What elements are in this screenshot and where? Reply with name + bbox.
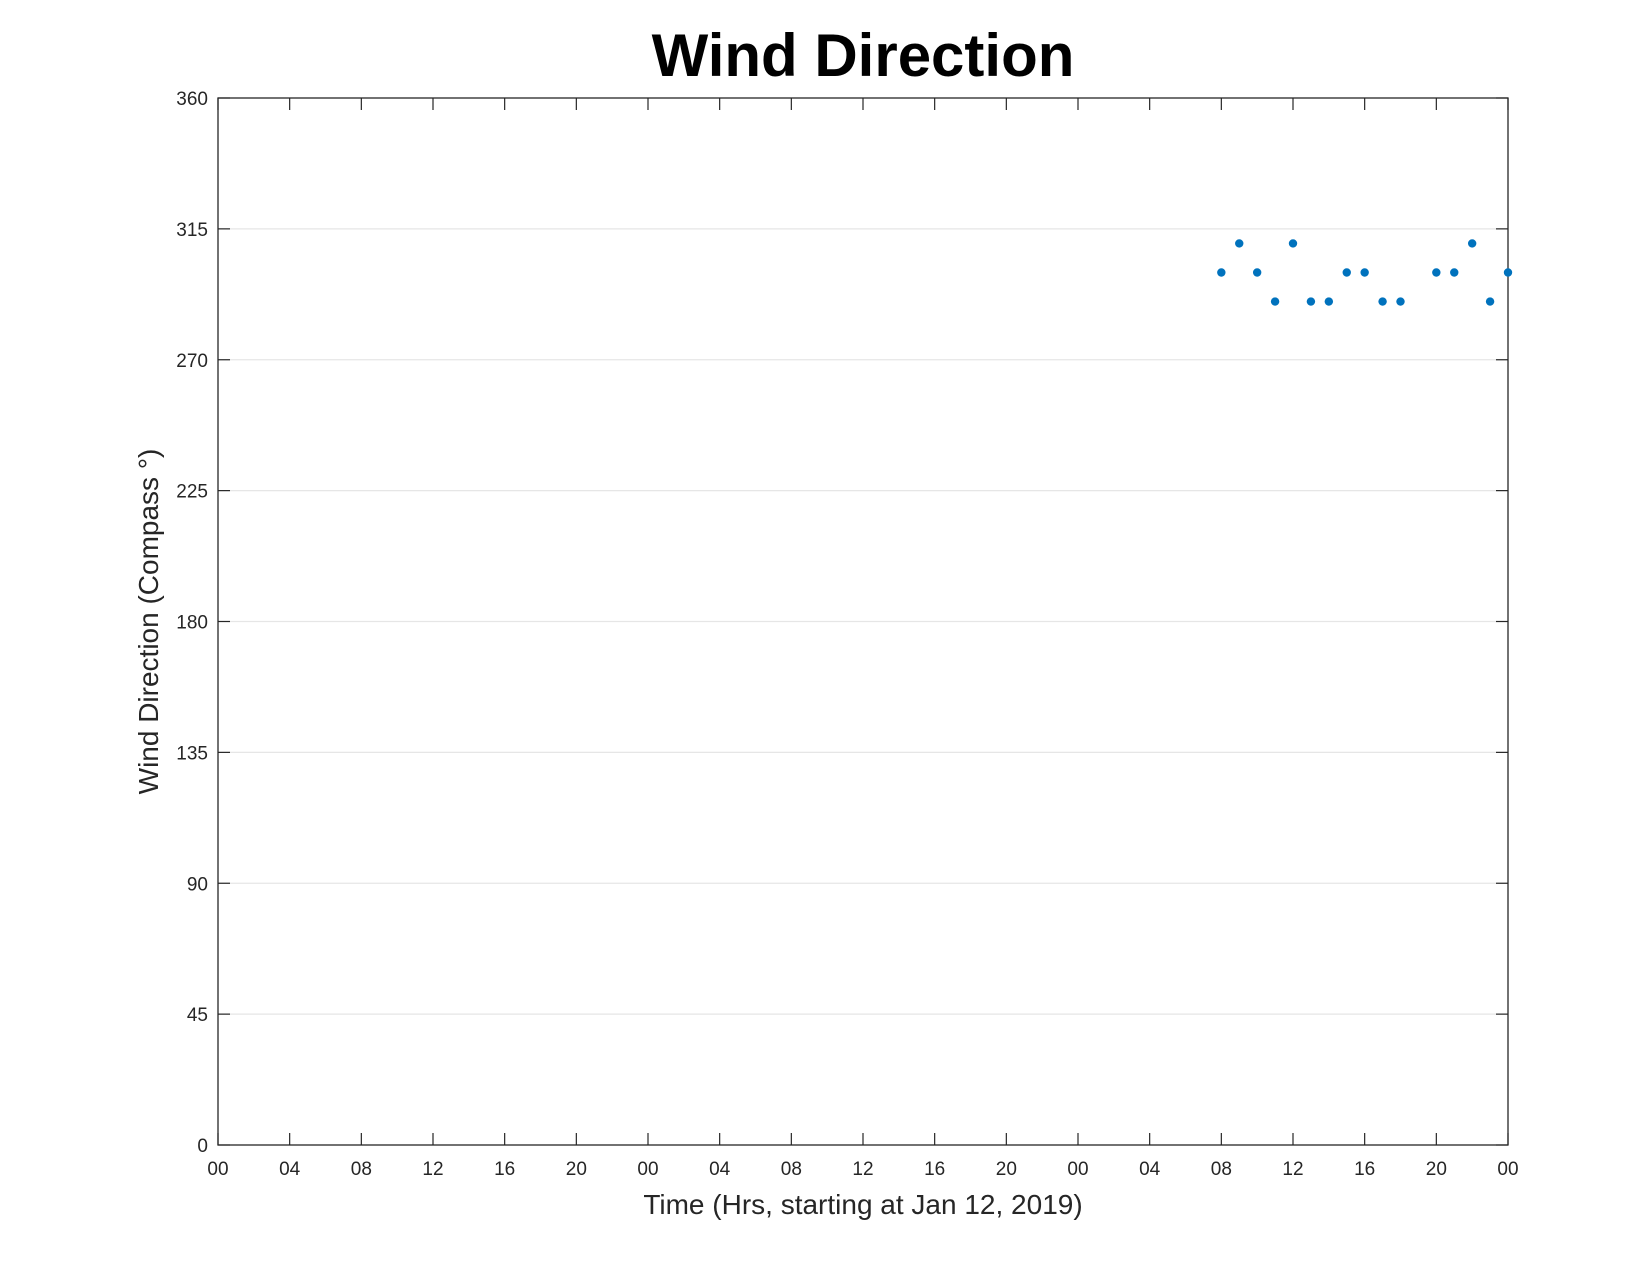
x-tick-label: 08 [781,1159,802,1180]
x-tick-label: 12 [1282,1159,1303,1180]
x-tick-label: 00 [207,1159,228,1180]
x-tick-label: 16 [924,1159,945,1180]
data-point [1503,268,1513,277]
data-point [1360,268,1369,277]
y-tick-label: 180 [176,613,208,634]
x-tick-label: 04 [279,1159,301,1180]
x-tick-label: 08 [351,1159,372,1180]
x-tick-label: 12 [852,1159,873,1180]
x-tick-label: 20 [566,1159,587,1180]
data-point [1467,239,1477,248]
data-point [1450,268,1459,277]
data-point [1270,297,1280,306]
axes [217,97,1509,1146]
plot-box [217,97,1509,1146]
data-point [1485,297,1495,306]
y-tick-label: 45 [187,1005,208,1026]
data-point [1396,297,1405,306]
y-tick-label: 0 [197,1136,208,1157]
data-point [1324,297,1334,306]
data-point [1235,239,1244,248]
y-tick-label: 90 [187,874,208,895]
y-tick-label: 360 [176,89,208,110]
y-tick-label: 225 [176,482,208,503]
data-point [1252,268,1262,277]
x-tick-label: 00 [1067,1159,1088,1180]
data-point [1217,268,1226,277]
x-tick-label: 04 [709,1159,731,1180]
x-tick-label: 20 [996,1159,1017,1180]
y-tick-label: 270 [176,351,208,372]
x-axis-label: Time (Hrs, starting at Jan 12, 2019) [643,1189,1082,1220]
x-tick-label: 00 [1497,1159,1518,1180]
data-point [1432,268,1441,277]
data-point [1288,239,1298,248]
y-tick-label: 315 [176,220,208,241]
y-tick-label: 135 [176,743,208,764]
data-point [1342,268,1351,277]
data-point [1378,297,1387,306]
x-tick-label: 04 [1139,1159,1161,1180]
x-tick-label: 16 [1354,1159,1375,1180]
grid-lines [218,228,1508,1015]
x-tick-label: 20 [1426,1159,1447,1180]
data-points [1217,239,1513,306]
x-tick-label: 16 [494,1159,515,1180]
chart-title: Wind Direction [652,22,1075,89]
y-axis-label: Wind Direction (Compass °) [133,449,164,795]
x-tick-label: 12 [422,1159,443,1180]
data-point [1306,297,1316,306]
tick-labels: 0 45 90 135 180 225 270 315 360 00 04 08 12 16 20 00 04 0… [176,89,1518,1180]
x-tick-label: 08 [1211,1159,1232,1180]
x-tick-label: 00 [637,1159,658,1180]
